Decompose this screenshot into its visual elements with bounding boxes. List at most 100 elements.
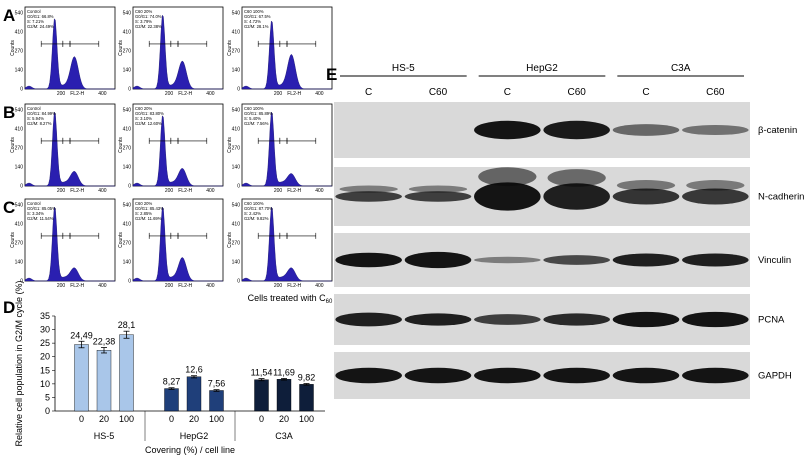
band-upper xyxy=(547,169,606,187)
western-blot-panel: E HS-5 HepG2 C3A C C60 C C60 C C60 β-catenin N-cadh… xyxy=(326,63,804,399)
x-axis-label: FL2-H xyxy=(287,283,301,289)
histogram-frame xyxy=(132,103,224,187)
y-axis-label: Counts xyxy=(227,232,233,248)
x-tick-label: 400 xyxy=(206,91,215,97)
bar-hs-5-20 xyxy=(96,350,112,412)
y-axis-label: Counts xyxy=(118,40,124,56)
x-tick-label: 100 xyxy=(209,414,224,424)
band-lane-2 xyxy=(404,191,472,202)
x-tick-label: 400 xyxy=(206,283,215,289)
histogram-distribution xyxy=(132,14,223,90)
band-lane-6 xyxy=(682,253,749,267)
band-upper xyxy=(616,180,676,191)
data-label: 28,1 xyxy=(118,320,136,330)
y-tick-label: 140 xyxy=(123,260,132,266)
y-tick-label: 410 xyxy=(15,30,24,36)
stat-line: G2/M: 11.69% xyxy=(135,216,162,221)
y-tick-label: 540 xyxy=(232,108,241,114)
x-tick-label: 0 xyxy=(79,414,84,424)
band-lane-3 xyxy=(474,120,541,140)
stat-line: S: 3.79% xyxy=(135,19,152,24)
blot-membrane xyxy=(334,102,750,158)
blot--catenin: β-catenin xyxy=(334,102,797,158)
y-tick-label: 410 xyxy=(123,222,132,228)
stat-line: S: 5.40% xyxy=(244,116,261,121)
bar-c3a-0 xyxy=(254,379,269,412)
stat-line: G0/G1: 67.5% xyxy=(244,14,271,19)
band-lane-5 xyxy=(612,253,680,267)
bar-hepg2-0 xyxy=(164,388,179,412)
stat-line: Control xyxy=(27,201,41,206)
y-axis-label: Counts xyxy=(118,137,124,153)
x-tick-label: 400 xyxy=(315,283,324,289)
lane-label: C xyxy=(365,87,372,98)
y-tick-label: 0 xyxy=(20,87,23,93)
x-tick-label: 200 xyxy=(274,91,283,97)
protein-label: β-catenin xyxy=(758,125,797,136)
y-tick-label: 140 xyxy=(15,165,24,171)
band-lane-6 xyxy=(682,367,749,384)
group-label-hepg2: HepG2 xyxy=(180,431,209,441)
y-axis-label: Relative cell population in G2/M cycle (… xyxy=(14,280,24,446)
x-tick-label: 200 xyxy=(57,188,66,194)
data-label: 24,49 xyxy=(70,330,93,340)
y-tick-label: 15 xyxy=(40,365,50,375)
y-axis-label: Counts xyxy=(10,232,16,248)
band-lane-6 xyxy=(682,188,749,205)
band-lane-2 xyxy=(404,313,472,326)
band-lane-5 xyxy=(612,124,680,136)
histogram-c-3: C60 100%G0/G1: 87.70%S: 2.42%G2/M: 9.82%… xyxy=(227,198,333,289)
bar-hepg2-20 xyxy=(186,376,202,412)
y-tick-label: 5 xyxy=(45,392,50,402)
lane-label: C60 xyxy=(706,87,725,98)
blot-pcna: PCNA xyxy=(334,294,785,345)
y-tick-label: 270 xyxy=(123,146,132,152)
y-tick-label: 140 xyxy=(232,68,241,74)
band-lane-4 xyxy=(543,313,610,326)
panel-label-d: D xyxy=(3,298,15,317)
band-lane-1 xyxy=(335,312,402,327)
y-tick-label: 540 xyxy=(123,11,132,17)
y-tick-label: 540 xyxy=(15,108,24,114)
stat-line: G0/G1: 85.89% xyxy=(244,111,273,116)
y-axis-label: Counts xyxy=(227,40,233,56)
band-lane-4 xyxy=(543,183,610,210)
blot-gapdh: GAPDH xyxy=(334,352,792,399)
histogram-frame xyxy=(24,103,116,187)
band-lane-3 xyxy=(474,182,541,211)
blot-n-cadherin: N-cadherin xyxy=(334,167,804,226)
histogram-a-3: C60 100%G0/G1: 67.5%S: 4.72%G2/M: 28.1% 0… xyxy=(227,6,333,97)
y-tick-label: 140 xyxy=(123,68,132,74)
band-lane-5 xyxy=(612,188,680,205)
band-lane-4 xyxy=(543,367,610,384)
lane-label: C60 xyxy=(567,87,586,98)
band-lane-4 xyxy=(543,255,610,265)
stat-line: G2/M: 24.49% xyxy=(27,24,54,29)
histogram-distribution xyxy=(132,206,223,282)
y-tick-label: 35 xyxy=(40,311,50,321)
y-tick-label: 540 xyxy=(123,108,132,114)
band-lane-3 xyxy=(474,367,541,384)
y-tick-label: 10 xyxy=(40,379,50,389)
cell-line-hs-5: HS-5 xyxy=(392,63,415,74)
stat-line: C60 20% xyxy=(135,201,153,206)
panel-label-e: E xyxy=(326,65,337,84)
band-lane-2 xyxy=(404,367,472,384)
x-tick-label: 0 xyxy=(259,414,264,424)
y-tick-label: 540 xyxy=(15,11,24,17)
y-tick-label: 0 xyxy=(128,87,131,93)
stat-line: G0/G1: 84.99% xyxy=(27,111,56,116)
histogram-b-3: C60 100%G0/G1: 85.89%S: 5.40%G2/M: 7.56%… xyxy=(227,103,333,194)
x-tick-label: 20 xyxy=(189,414,199,424)
bar-hepg2-100 xyxy=(209,390,224,412)
stat-line: G2/M: 8.27% xyxy=(27,121,52,126)
bar-c3a-100 xyxy=(299,384,314,412)
band-lane-6 xyxy=(682,311,749,328)
data-label: 12,6 xyxy=(185,365,203,375)
stat-line: S: 3.34% xyxy=(27,211,44,216)
histogram-distribution xyxy=(241,206,332,282)
histogram-distribution xyxy=(24,111,115,187)
data-label: 22,38 xyxy=(93,337,116,347)
